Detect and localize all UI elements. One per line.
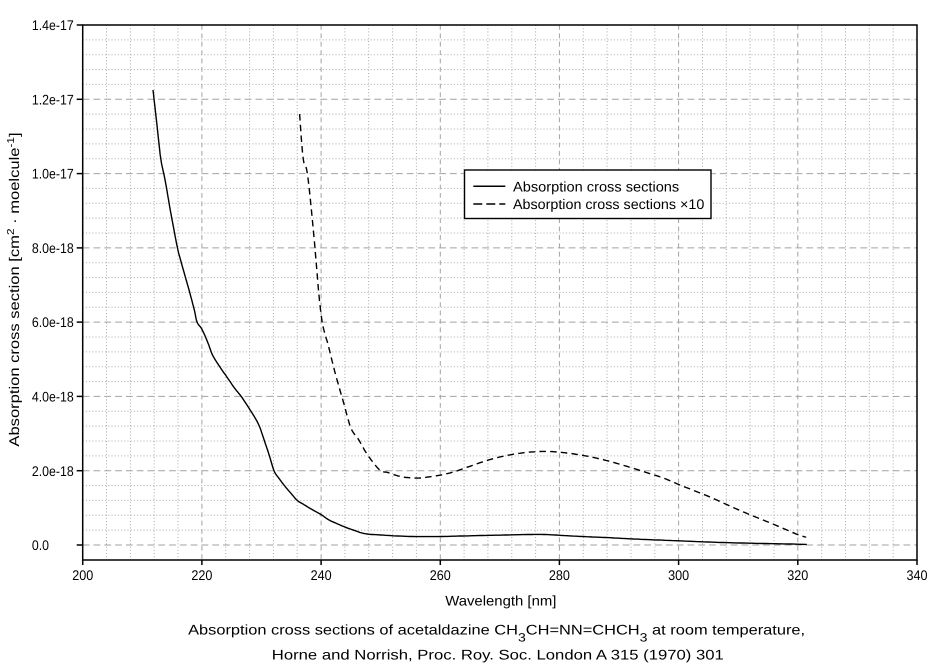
svg-text:8.0e-18: 8.0e-18 bbox=[32, 240, 74, 256]
svg-text:2.0e-18: 2.0e-18 bbox=[32, 463, 74, 479]
svg-text:0.0: 0.0 bbox=[32, 537, 49, 553]
svg-text:Absorption cross sections ×10: Absorption cross sections ×10 bbox=[513, 196, 704, 212]
svg-text:4.0e-18: 4.0e-18 bbox=[32, 389, 74, 405]
svg-text:300: 300 bbox=[668, 567, 689, 583]
svg-text:1.2e-17: 1.2e-17 bbox=[32, 91, 74, 107]
svg-text:280: 280 bbox=[549, 567, 570, 583]
svg-text:340: 340 bbox=[906, 567, 927, 583]
svg-text:200: 200 bbox=[72, 567, 93, 583]
svg-text:220: 220 bbox=[191, 567, 212, 583]
svg-text:Wavelength [nm]: Wavelength [nm] bbox=[445, 593, 556, 609]
svg-text:Horne and Norrish, Proc. Roy.: Horne and Norrish, Proc. Roy. Soc. Londo… bbox=[272, 646, 724, 662]
svg-text:240: 240 bbox=[311, 567, 332, 583]
svg-text:Absorption cross sections: Absorption cross sections bbox=[513, 178, 679, 194]
svg-text:1.4e-17: 1.4e-17 bbox=[32, 17, 74, 33]
svg-text:6.0e-18: 6.0e-18 bbox=[32, 314, 74, 330]
svg-text:1.0e-17: 1.0e-17 bbox=[32, 166, 74, 182]
svg-text:260: 260 bbox=[430, 567, 451, 583]
svg-text:Absorption cross section [cm2: Absorption cross section [cm2 · moelcule… bbox=[6, 132, 22, 446]
svg-text:320: 320 bbox=[787, 567, 808, 583]
